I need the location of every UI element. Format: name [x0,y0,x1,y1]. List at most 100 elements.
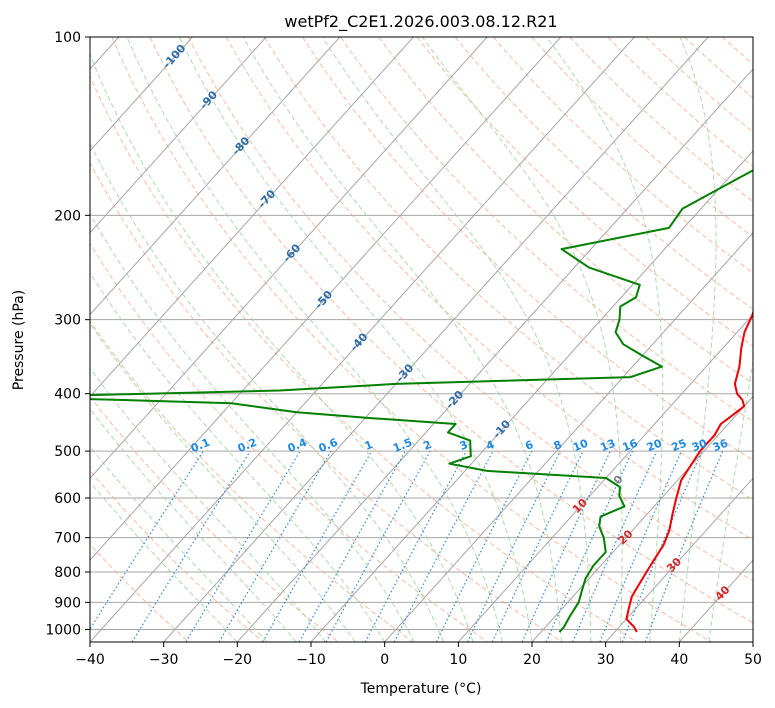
isotherm-line [90,37,488,480]
isotherm-line [90,37,635,642]
isotherm-line [236,68,753,642]
y-tick-label: 600 [54,491,81,507]
y-axis-label: Pressure (hPa) [11,290,27,390]
dewpoint-line [90,169,753,633]
axis-ticks: −40 −30 −20 −10 0 10 20 30 40 5010020030040050060… [45,30,762,668]
isotherm-line [310,150,753,642]
mixing-ratio-line [621,450,703,642]
mixing-ratio-label: 0.6 [317,436,340,455]
moist-adiabat-line [126,37,503,642]
mixing-ratio-line [545,450,634,642]
moist-adiabat-line [90,271,386,642]
isotherm-line [605,477,753,642]
x-tick-label: −40 [75,652,105,668]
mixing-ratio-label: 36 [711,436,730,454]
x-tick-label: −30 [149,652,179,668]
isotherm-line [384,231,753,642]
mixing-ratio-line [298,450,406,642]
dry-adiabat-line [264,37,753,501]
moist-adiabat-line [421,37,623,642]
y-tick-label: 900 [54,595,81,611]
zero-isotherm-label: 0 [611,473,626,488]
profile-lines [90,169,753,633]
moist-adiabat-line [178,37,533,642]
isotherm-line [90,37,414,398]
y-tick-label: 700 [54,531,81,547]
mixing-ratio-line [644,450,724,642]
dry-adiabat-line [683,37,753,99]
y-tick-label: 800 [54,565,81,581]
mixing-ratio-line [466,450,561,642]
moist-adiabat-line [242,37,562,642]
isotherm-line [90,37,341,316]
isotherm-line [90,37,267,234]
moist-adiabat-line [90,445,268,642]
isotherm-line [163,37,709,642]
isotherm-line [752,641,753,642]
mixing-ratio-label: 2 [421,438,433,453]
dry-adiabat-line [149,37,753,624]
dry-adiabat-line [90,395,339,642]
mixing-ratio-label: 1 [363,438,375,453]
mixing-ratio-label: 10 [571,436,590,454]
dry-adiabat-line [378,37,753,385]
dry-adiabat-line [454,37,753,310]
x-tick-label: 10 [449,652,467,668]
mixing-ratio-line [435,450,533,642]
mixing-ratio-line [364,450,467,642]
moist-adiabat-line [546,37,664,642]
dry-adiabat-line [187,37,753,582]
mixing-ratio-label: 0.1 [189,436,212,455]
moist-adiabat-line [90,52,474,642]
temperature-line [625,309,753,633]
moist-adiabat-line [708,358,753,642]
isotherm-line [90,37,562,561]
line-labels: -100-90-80-70-60-50-40-30-20-1000.1 0.2 0.… [160,42,733,604]
isotherm-line [90,37,193,152]
x-tick-label: −10 [296,652,326,668]
moist-adiabat-line [322,37,592,642]
mixing-ratio-line [262,450,373,642]
chart-title: wetPf2_C2E1.2026.003.08.12.R21 [284,12,557,32]
x-tick-label: 40 [670,652,688,668]
dry-adiabat-line [569,37,753,203]
plot-frame [89,36,754,643]
mixing-ratio-line [599,450,682,642]
y-tick-label: 1000 [45,622,81,638]
dry-adiabat-line [90,543,190,642]
mixing-ratio-label: 8 [552,438,564,453]
dry-adiabat-line [645,37,753,133]
moist-adiabat-line [90,408,297,642]
dry-adiabat-line [225,37,753,541]
y-tick-label: 400 [54,387,81,403]
y-tick-label: 100 [54,30,81,46]
x-tick-label: 20 [523,652,541,668]
y-tick-label: 500 [54,444,81,460]
mixing-ratio-label: 25 [669,437,688,455]
mixing-ratio-label: 16 [620,436,639,454]
background-lines [90,37,753,642]
moist-adiabat-line [678,37,717,642]
y-tick-label: 200 [54,208,81,224]
mixing-ratio-line [131,450,251,642]
moist-adiabat-line [90,367,327,642]
x-tick-label: −20 [223,652,253,668]
dry-adiabat-line [90,469,264,642]
moist-adiabat-line [90,212,415,642]
moist-adiabat-line [90,142,445,642]
mixing-ratio-line [90,450,204,631]
mixing-ratio-label: 13 [598,437,617,455]
x-tick-label: 0 [380,652,389,668]
dry-adiabat-line [493,37,753,274]
isotherm-line [457,313,753,642]
mixing-ratio-label: 0.4 [286,436,309,455]
dry-adiabat-line [90,320,414,642]
mixing-ratio-label: 1.5 [391,436,414,455]
mixing-ratio-line [491,450,584,642]
x-tick-label: 30 [597,652,615,668]
dry-adiabat-line [416,37,753,347]
dry-adiabat-line [302,37,753,461]
dry-adiabat-line [111,37,712,642]
x-axis-label: Temperature (°C) [360,681,482,697]
